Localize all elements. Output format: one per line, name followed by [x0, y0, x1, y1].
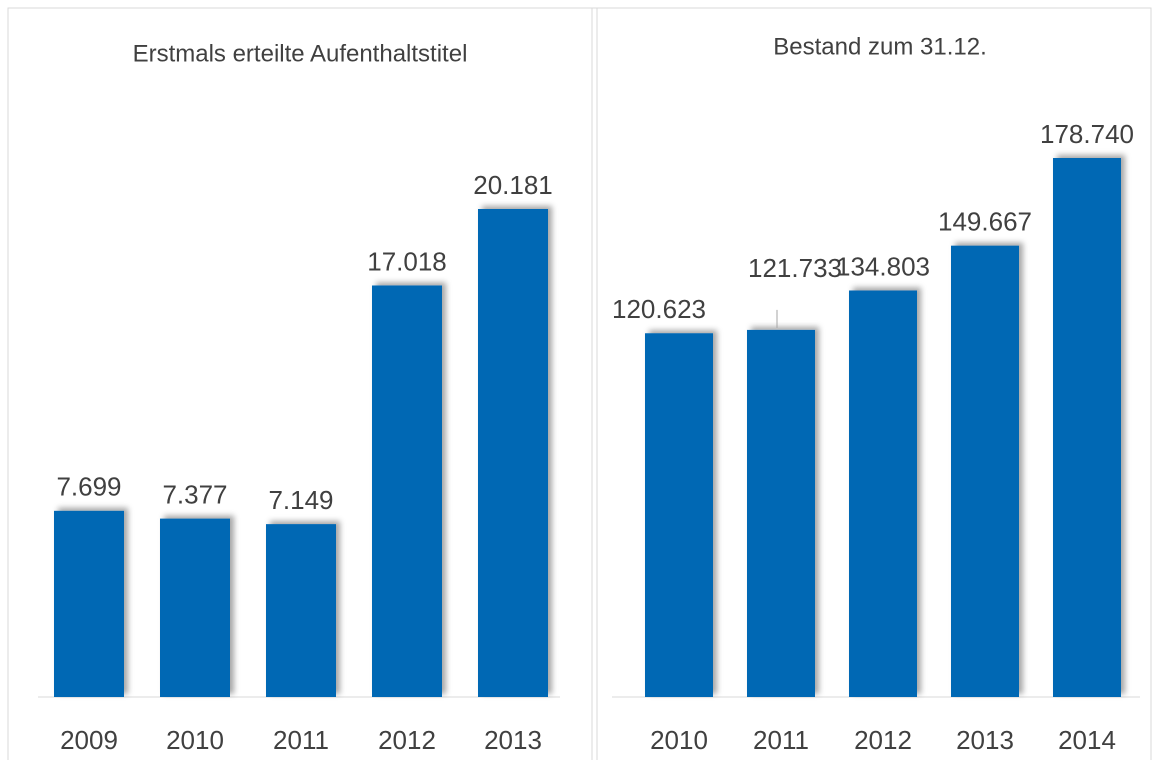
bar	[54, 510, 124, 697]
data-label: 17.018	[367, 246, 447, 276]
data-label: 7.377	[162, 479, 227, 509]
data-label: 178.740	[1040, 119, 1134, 149]
x-tick-label: 2011	[753, 725, 809, 755]
bar	[266, 524, 336, 697]
x-tick-label: 2012	[378, 725, 436, 755]
chart-title: Bestand zum 31.12.	[773, 33, 986, 60]
data-label: 120.623	[612, 294, 706, 324]
data-label: 149.667	[938, 207, 1032, 237]
data-label: 121.733	[748, 253, 842, 283]
x-tick-label: 2012	[854, 725, 912, 755]
data-label: 7.149	[268, 485, 333, 515]
data-label: 7.699	[56, 472, 121, 502]
bar	[372, 285, 442, 697]
bar	[645, 333, 713, 697]
frame	[7, 7, 1152, 760]
bar	[951, 245, 1019, 697]
bar	[1053, 158, 1121, 697]
bar	[478, 209, 548, 697]
data-label: 134.803	[836, 251, 930, 281]
bar	[160, 518, 230, 697]
chart-title: Erstmals erteilte Aufenthaltstitel	[133, 40, 468, 67]
bar	[849, 290, 917, 697]
x-tick-label: 2013	[956, 725, 1014, 755]
bar	[747, 329, 815, 697]
x-tick-label: 2011	[273, 725, 329, 755]
x-tick-label: 2014	[1058, 725, 1116, 755]
x-tick-label: 2010	[166, 725, 224, 755]
data-label: 20.181	[473, 170, 553, 200]
x-tick-label: 2010	[650, 725, 708, 755]
x-tick-label: 2009	[60, 725, 118, 755]
x-tick-label: 2013	[484, 725, 542, 755]
